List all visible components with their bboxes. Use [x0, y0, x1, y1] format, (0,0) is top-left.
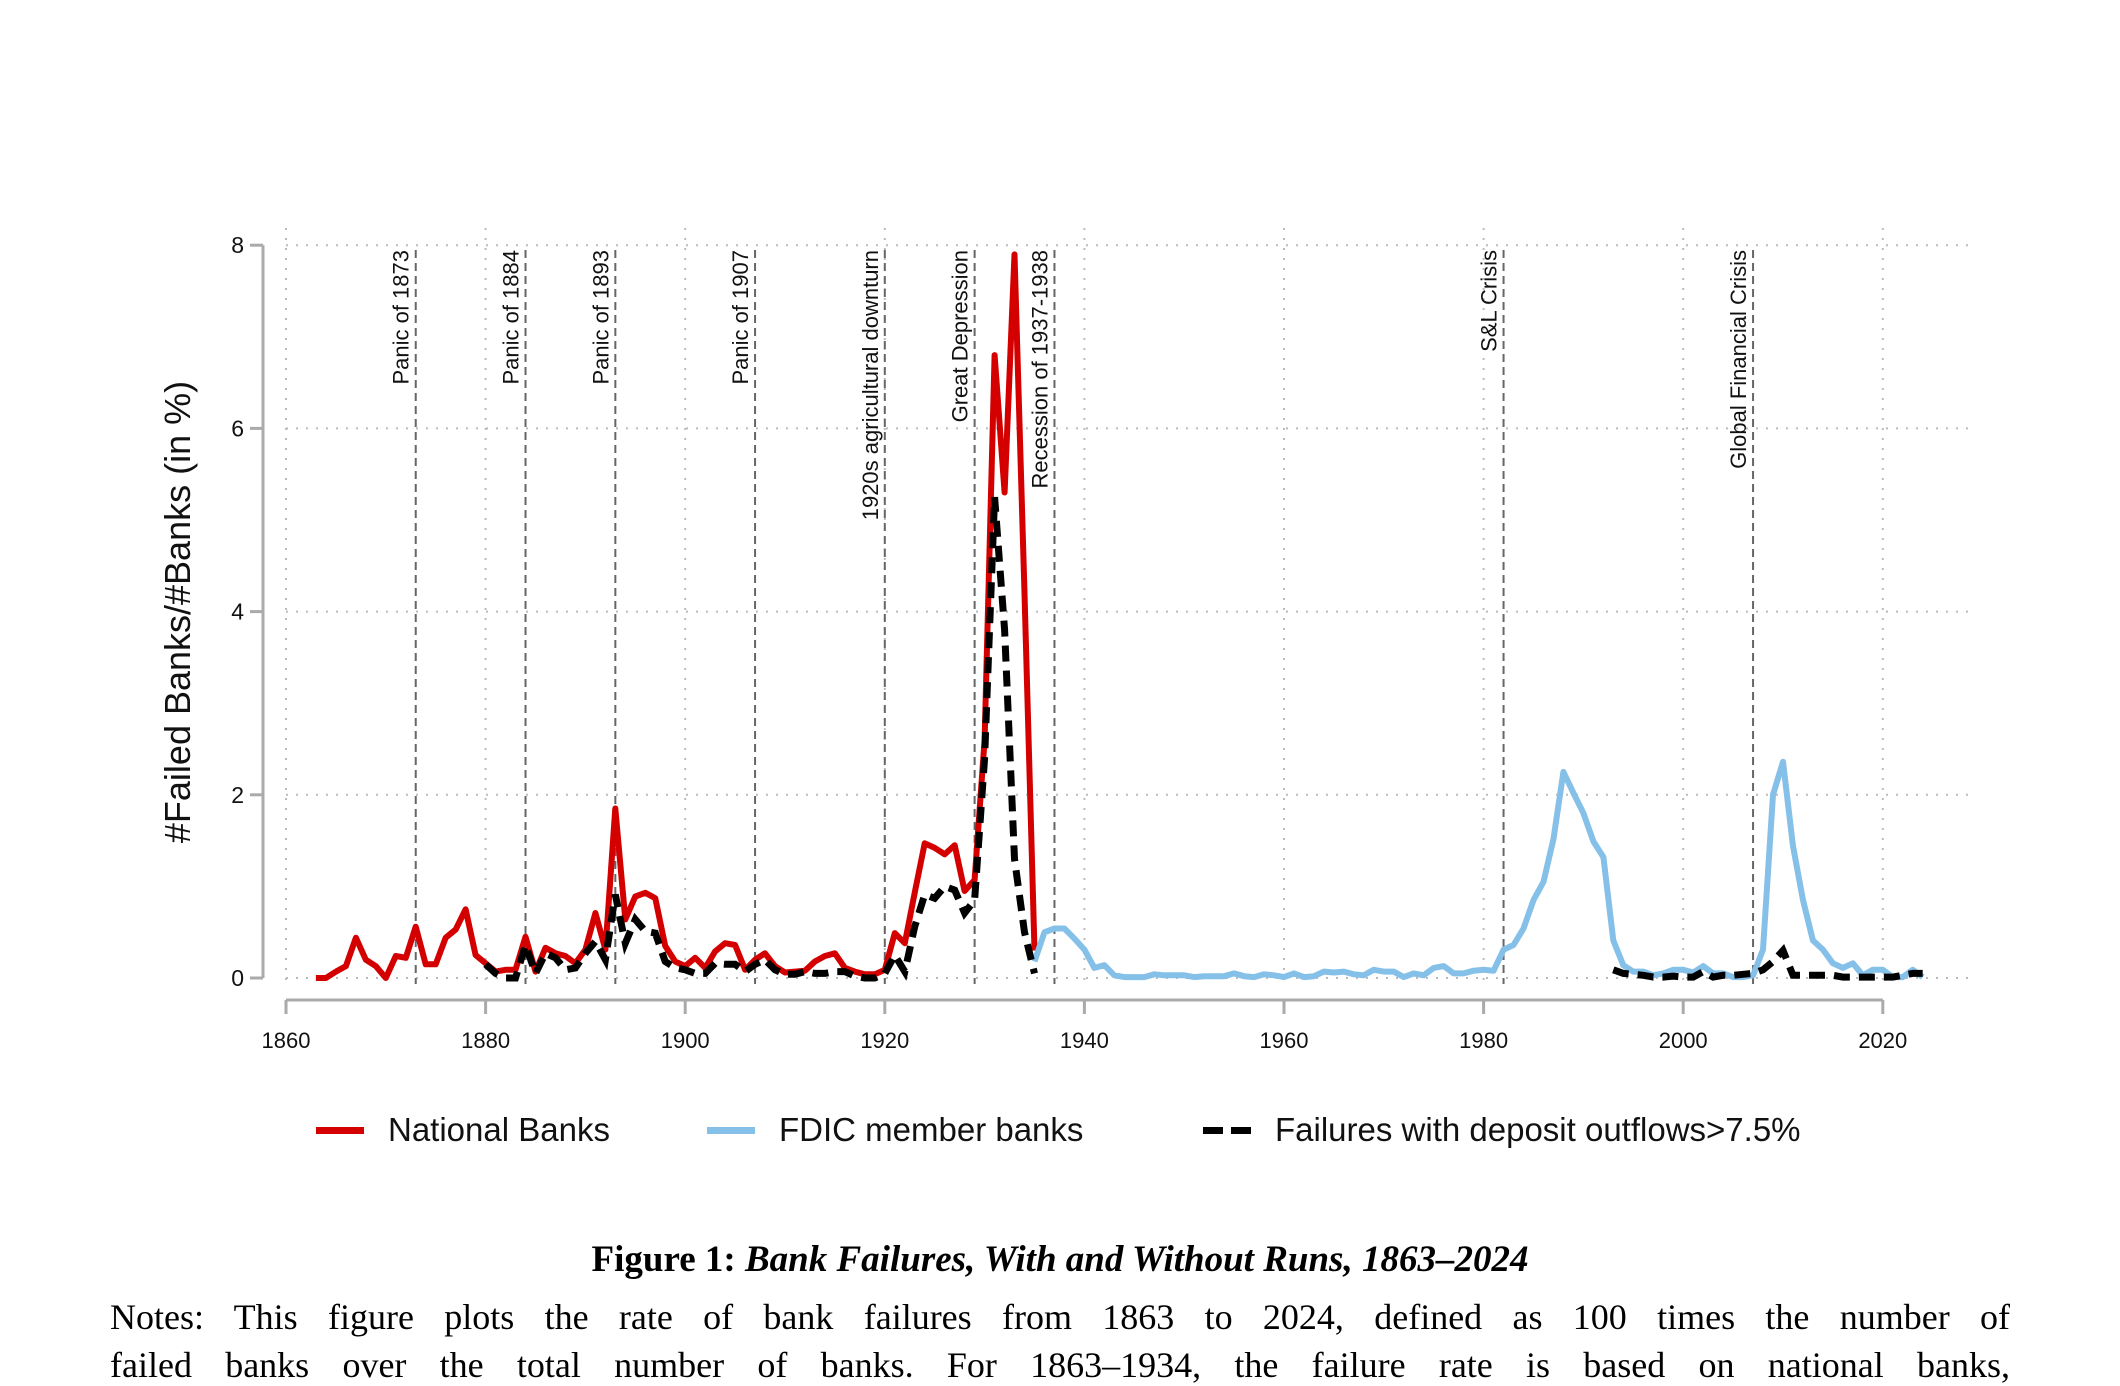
bank-failures-chart: Panic of 1873 Panic of 1884 Panic of 1893 P…	[157, 228, 1975, 1053]
y-tick-label: 6	[231, 415, 244, 441]
legend-swatch-red-line	[316, 1126, 364, 1134]
event-label: Panic of 1884	[499, 250, 524, 385]
x-tick-label: 1900	[661, 1028, 710, 1053]
legend-item-national-banks: National Banks	[316, 1108, 610, 1152]
y-tick-label: 8	[231, 232, 244, 258]
legend-label: Failures with deposit outflows>7.5%	[1275, 1111, 1801, 1148]
x-tick-label: 1980	[1459, 1028, 1508, 1053]
x-tick-label: 1880	[461, 1028, 510, 1053]
grid	[285, 228, 1975, 986]
series-lines	[315, 251, 1925, 983]
event-lines: Panic of 1873 Panic of 1884 Panic of 1893 P…	[389, 250, 1755, 984]
legend-item-fdic: FDIC member banks	[707, 1108, 1083, 1152]
series-line-national	[315, 251, 1038, 981]
legend-swatch-dashed-line	[1203, 1126, 1251, 1134]
event-label: Recession of 1937-1938	[1027, 250, 1052, 489]
legend: National Banks FDIC member banks Failure…	[0, 1108, 2120, 1152]
x-tick-label: 1920	[860, 1028, 909, 1053]
y-tick-label: 4	[231, 599, 244, 625]
series-line-runs	[483, 496, 1038, 983]
event-label: Great Depression	[948, 250, 973, 422]
event-label: S&L Crisis	[1477, 250, 1502, 352]
legend-item-runs: Failures with deposit outflows>7.5%	[1203, 1108, 1801, 1152]
legend-swatch-blue-line	[707, 1126, 755, 1134]
x-tick-label: 1940	[1060, 1028, 1109, 1053]
notes-line-1: Notes: This figure plots the rate of ban…	[110, 1297, 2010, 1337]
y-tick-label: 0	[231, 965, 244, 991]
legend-label: FDIC member banks	[779, 1111, 1084, 1148]
y-axis-label: #Failed Banks/#Banks (in %)	[157, 381, 198, 843]
event-label: 1920s agricultural downturn	[858, 250, 883, 520]
figure-caption: Figure 1: Bank Failures, With and Withou…	[0, 1238, 2120, 1281]
x-tick-label: 2020	[1858, 1028, 1907, 1053]
x-tick-label: 1860	[262, 1028, 311, 1053]
event-label: Panic of 1893	[588, 250, 613, 385]
caption-prefix: Figure 1:	[591, 1239, 736, 1280]
axes: 0 2 4 6 8 1860 1880 1900 1920 1940 1960 1980 2000 202…	[231, 232, 1907, 1053]
legend-label: National Banks	[388, 1111, 610, 1148]
x-tick-label: 2000	[1659, 1028, 1708, 1053]
series-line-fdic	[1031, 758, 1925, 981]
y-tick-label: 2	[231, 782, 244, 808]
x-tick-label: 1960	[1260, 1028, 1309, 1053]
event-label: Panic of 1907	[728, 250, 753, 385]
caption-title: Bank Failures, With and Without Runs, 18…	[745, 1239, 1529, 1280]
event-label: Global Financial Crisis	[1726, 250, 1751, 469]
event-label: Panic of 1873	[389, 250, 414, 385]
notes-line-2: failed banks over the total number of ba…	[110, 1345, 2010, 1385]
series-line-runs	[1612, 944, 1923, 981]
